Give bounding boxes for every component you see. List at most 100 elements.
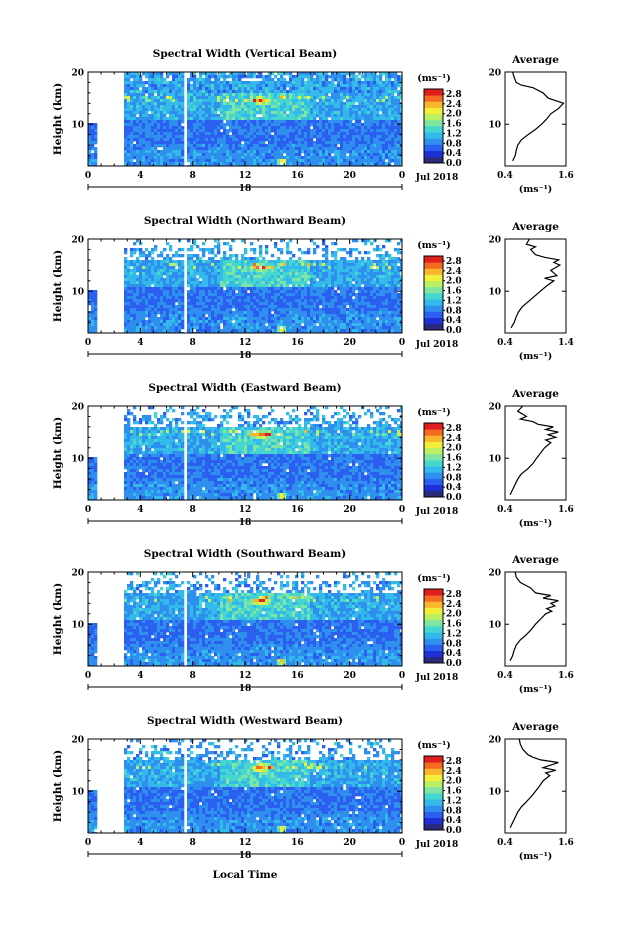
heatmap-cell (148, 87, 152, 91)
heatmap-cell (262, 93, 266, 97)
heatmap-cell (166, 105, 170, 109)
heatmap-cell (223, 87, 227, 91)
heatmap-cell (349, 275, 353, 279)
heatmap-cell (346, 84, 350, 88)
heatmap-cell (376, 114, 380, 118)
heatmap-cell (166, 156, 170, 160)
heatmap-cell (313, 278, 317, 282)
heatmap-cell (160, 311, 164, 315)
heatmap-cell (175, 305, 179, 309)
heatmap-cell (160, 254, 164, 258)
heatmap-cell (319, 260, 323, 264)
heatmap-cell (208, 78, 212, 82)
heatmap-cell (145, 126, 149, 130)
heatmap-cell (370, 269, 374, 273)
heatmap-cell (88, 296, 92, 300)
heatmap-cell (151, 120, 155, 124)
x-tick-label: 8 (190, 171, 196, 181)
heatmap-cell (91, 129, 95, 133)
heatmap-cell (199, 260, 203, 264)
heatmap-cell (289, 108, 293, 112)
heatmap-cell (301, 272, 305, 276)
heatmap-cell (127, 96, 131, 100)
heatmap-cell (268, 293, 272, 297)
heatmap-cell (151, 99, 155, 103)
heatmap-cell (385, 93, 389, 97)
heatmap-cell (223, 99, 227, 103)
heatmap-cell (136, 260, 140, 264)
heatmap-cell (172, 141, 176, 145)
heatmap-cell (313, 314, 317, 318)
heatmap-cell (376, 278, 380, 282)
heatmap-cell (370, 159, 374, 163)
heatmap-cell (238, 138, 242, 142)
heatmap-cell (136, 308, 140, 312)
heatmap-cell (163, 147, 167, 151)
heatmap-cell (196, 266, 200, 270)
heatmap-cell (199, 257, 203, 261)
heatmap-cell (160, 153, 164, 157)
heatmap-cell (298, 87, 302, 91)
heatmap-cell (145, 111, 149, 115)
average-title: Average (511, 54, 559, 66)
heatmap-cell (166, 269, 170, 273)
heatmap-cell (343, 293, 347, 297)
heatmap-cell (130, 123, 134, 127)
heatmap-cell (376, 263, 380, 267)
heatmap-cell (187, 299, 191, 303)
heatmap-cell (325, 284, 329, 288)
heatmap-cell (301, 162, 305, 166)
heatmap-cell (262, 293, 266, 297)
heatmap-cell (352, 150, 356, 154)
heatmap-cell (388, 162, 392, 166)
heatmap-cell (340, 132, 344, 136)
heatmap-cell (214, 102, 218, 106)
heatmap-cell (127, 114, 131, 118)
heatmap-cell (187, 254, 191, 258)
heatmap-cell (205, 266, 209, 270)
heatmap-cell (130, 305, 134, 309)
heatmap-cell (340, 135, 344, 139)
heatmap-cell (352, 287, 356, 291)
heatmap-cell (256, 269, 260, 273)
heatmap-cell (325, 251, 329, 255)
heatmap-cell (250, 138, 254, 142)
heatmap-cell (367, 302, 371, 306)
heatmap-cell (379, 126, 383, 130)
heatmap-cell (352, 263, 356, 267)
heatmap-cell (265, 135, 269, 139)
heatmap-cell (304, 156, 308, 160)
x-tick-label: 0 (85, 171, 91, 181)
heatmap-cell (130, 284, 134, 288)
heatmap-cell (364, 299, 368, 303)
heatmap-cell (280, 153, 284, 157)
heatmap-cell (232, 296, 236, 300)
heatmap-cell (151, 293, 155, 297)
heatmap-cell (259, 105, 263, 109)
heatmap-cell (154, 111, 158, 115)
heatmap-cell (310, 314, 314, 318)
heatmap-cell (235, 257, 239, 261)
heatmap-cell (283, 96, 287, 100)
heatmap-cell (142, 290, 146, 294)
heatmap-cell (139, 111, 143, 115)
heatmap-cell (394, 102, 398, 106)
heatmap-cell (241, 281, 245, 285)
heatmap-cell (376, 290, 380, 294)
heatmap-cell (244, 260, 248, 264)
heatmap-cell (277, 135, 281, 139)
heatmap-cell (214, 144, 218, 148)
heatmap-cell (355, 96, 359, 100)
heatmap-cell (232, 87, 236, 91)
heatmap-cell (310, 141, 314, 145)
heatmap-cell (364, 272, 368, 276)
heatmap-cell (208, 105, 212, 109)
heatmap-cell (385, 263, 389, 267)
heatmap-cell (157, 278, 161, 282)
heatmap-cell (304, 299, 308, 303)
heatmap-cell (124, 284, 128, 288)
heatmap-cell (142, 102, 146, 106)
heatmap-cell (379, 138, 383, 142)
heatmap-cell (301, 260, 305, 264)
heatmap-cell (334, 96, 338, 100)
